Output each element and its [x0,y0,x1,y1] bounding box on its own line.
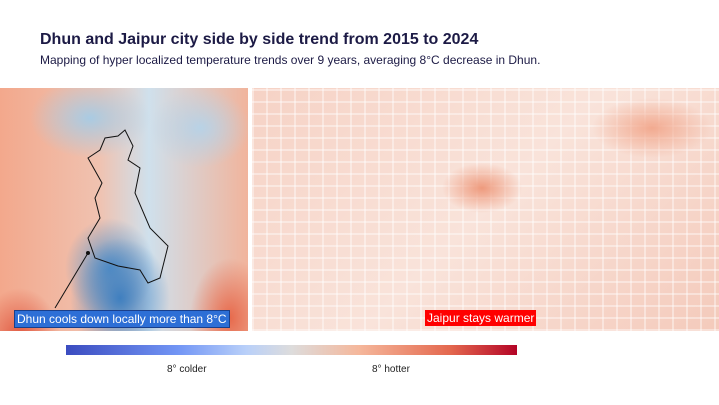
colorbar [66,345,517,355]
dhun-annotation: Dhun cools down locally more than 8°C [14,310,230,328]
dhun-heatmap [0,88,248,331]
chart-title: Dhun and Jaipur city side by side trend … [40,31,479,48]
jaipur-heatmap [252,88,719,331]
jaipur-annotation: Jaipur stays warmer [425,310,537,326]
chart-subtitle: Mapping of hyper localized temperature t… [40,53,541,67]
colorbar-min-label: 8° colder [167,364,207,375]
dhun-boundary [54,129,169,309]
colorbar-max-label: 8° hotter [372,364,410,375]
